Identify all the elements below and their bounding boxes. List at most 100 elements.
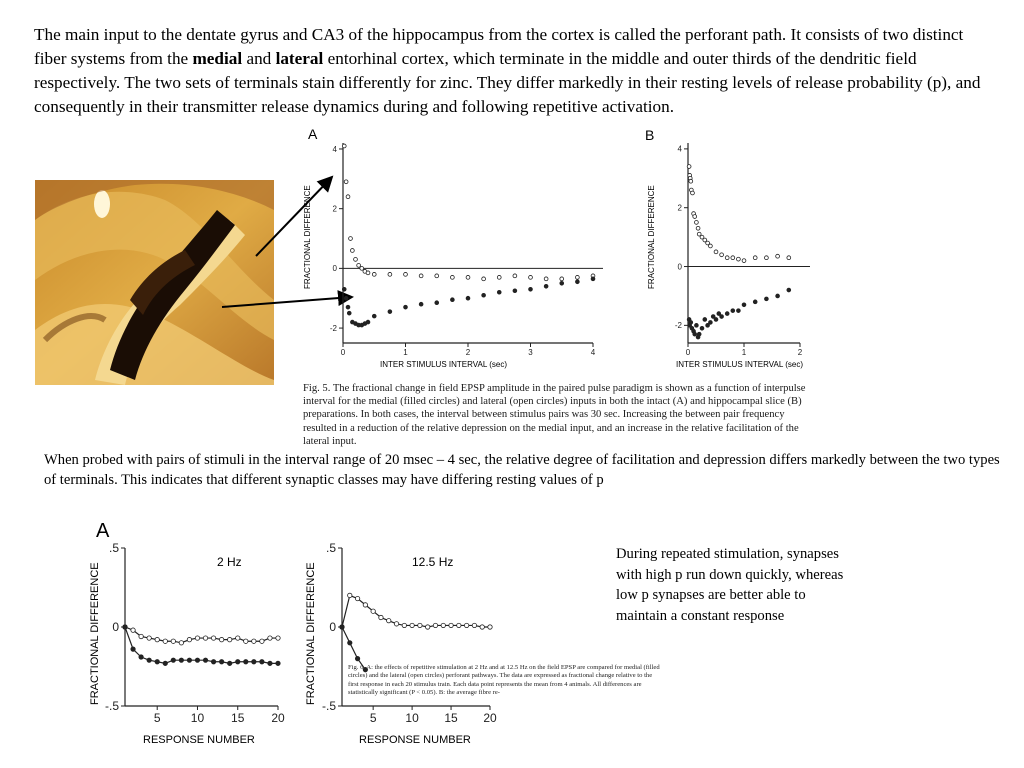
medial-filled-point: [146, 657, 152, 663]
lateral-open-point: [448, 622, 454, 629]
intro-text-3: entorhinal cortex, which terminate in th…: [34, 49, 981, 116]
medial-filled-point: [267, 660, 273, 666]
medial-filled-point: [162, 660, 168, 666]
medial-filled-point: [696, 331, 702, 337]
medial-filled-point: [702, 317, 708, 322]
x-tick-label: 5: [154, 711, 161, 725]
x-tick-label: 10: [405, 711, 419, 725]
fig6-caption: Fig. 6. A: the effects of repetitive sti…: [348, 664, 660, 697]
x-tick-label: 20: [271, 711, 285, 725]
lateral-open-point: [450, 275, 455, 280]
lateral-open-point: [378, 614, 384, 621]
medial-filled-point: [387, 309, 393, 314]
lateral-open-point: [371, 272, 377, 277]
x-tick-label: 5: [370, 711, 377, 725]
medial-filled-point: [365, 319, 371, 325]
lateral-open-point: [210, 635, 217, 641]
medial-filled-point: [434, 300, 440, 306]
lateral-open-point: [219, 637, 225, 643]
medial-filled-point: [741, 302, 747, 308]
fig6-panel-label: A: [96, 520, 110, 542]
lateral-open-point: [275, 635, 281, 641]
lateral-open-point: [713, 249, 719, 255]
medial-filled-point: [339, 624, 345, 630]
lateral-open-point: [471, 622, 478, 629]
fig6-12hz-title: 12.5 Hz: [412, 555, 453, 569]
medial-filled-point: [122, 624, 128, 630]
medial-filled-point: [450, 297, 455, 303]
y-tick-label: -.5: [105, 699, 119, 713]
lateral-open-point: [741, 258, 747, 263]
medial-filled-point: [705, 323, 710, 328]
x-tick-label: 1: [403, 348, 408, 357]
medial-filled-point: [708, 320, 713, 325]
medial-filled-point: [575, 279, 580, 285]
x-tick-label: 10: [191, 711, 205, 725]
lateral-open-point: [154, 637, 160, 643]
lateral-open-point: [362, 602, 368, 608]
lateral-open-point: [353, 257, 358, 262]
medial-filled-point: [345, 304, 351, 310]
medial-filled-point: [543, 283, 549, 289]
medial-filled-point: [694, 323, 699, 328]
intro-bold-lateral: lateral: [275, 49, 324, 68]
medial-filled-point: [699, 325, 705, 331]
lateral-open-point: [512, 273, 518, 279]
lateral-open-point: [356, 263, 361, 268]
fig5-a-ylabel: FRACTIONAL DIFFERENCE: [303, 185, 312, 289]
y-tick-label: 0: [329, 620, 336, 634]
lateral-open-point: [387, 272, 393, 277]
intro-text-1: The main input to the dentate gyrus and …: [34, 25, 964, 68]
fig5-panel-a-chart: A FRACTIONAL DIFFERENCE INTER STIMULUS I…: [303, 126, 603, 369]
medial-filled-point: [251, 659, 257, 665]
lateral-open-point: [696, 231, 702, 237]
x-tick-label: 2: [466, 348, 471, 357]
lateral-open-point: [699, 234, 705, 240]
y-tick-label: -2: [675, 321, 683, 330]
medial-filled-point: [354, 655, 361, 662]
x-tick-label: 20: [483, 711, 497, 725]
lateral-open-point: [487, 624, 493, 630]
medial-filled-point: [496, 289, 502, 295]
medial-filled-point: [719, 314, 724, 319]
medial-filled-point: [559, 280, 565, 286]
y-tick-label: 4: [678, 145, 683, 154]
lateral-open-point: [403, 272, 408, 277]
lateral-open-point: [434, 273, 440, 279]
medial-filled-point: [130, 646, 136, 652]
lateral-open-point: [694, 220, 699, 225]
medial-filled-point: [371, 313, 377, 319]
medial-filled-point: [202, 657, 209, 663]
y-tick-label: 2: [678, 204, 683, 213]
lateral-open-point: [178, 640, 184, 646]
arrow-to-medial: [221, 290, 354, 308]
lateral-open-point: [354, 595, 361, 602]
intro-text-2: and: [242, 49, 276, 68]
x-tick-label: 15: [444, 711, 458, 725]
lateral-open-point: [736, 256, 741, 262]
lateral-open-point: [170, 638, 176, 644]
lateral-open-point: [194, 635, 201, 641]
lateral-open-point: [341, 143, 347, 149]
lateral-open-point: [432, 622, 439, 629]
lateral-open-point: [259, 638, 265, 644]
intro-bold-medial: medial: [192, 49, 243, 68]
lateral-open-point: [393, 621, 400, 627]
medial-filled-point: [346, 310, 352, 316]
medial-filled-point: [730, 308, 736, 313]
lateral-open-point: [202, 635, 209, 641]
x-tick-label: 4: [591, 348, 596, 357]
medial-filled-point: [713, 317, 719, 322]
lateral-open-point: [479, 624, 485, 630]
fig5-panel-b-label: B: [645, 127, 654, 143]
fig6-12hz-ylabel: FRACTIONAL DIFFERENCE: [305, 562, 317, 705]
medial-filled-point: [724, 311, 730, 316]
lateral-open-point: [345, 194, 351, 200]
y-tick-label: 4: [333, 145, 338, 154]
y-tick-label: 0: [678, 262, 683, 271]
medial-filled-point: [716, 311, 722, 316]
fig5-b-xlabel: INTER STIMULUS INTERVAL (sec): [676, 360, 803, 369]
medial-filled-point: [235, 659, 241, 665]
lateral-open-point: [243, 638, 249, 644]
medial-filled-point: [362, 667, 368, 673]
